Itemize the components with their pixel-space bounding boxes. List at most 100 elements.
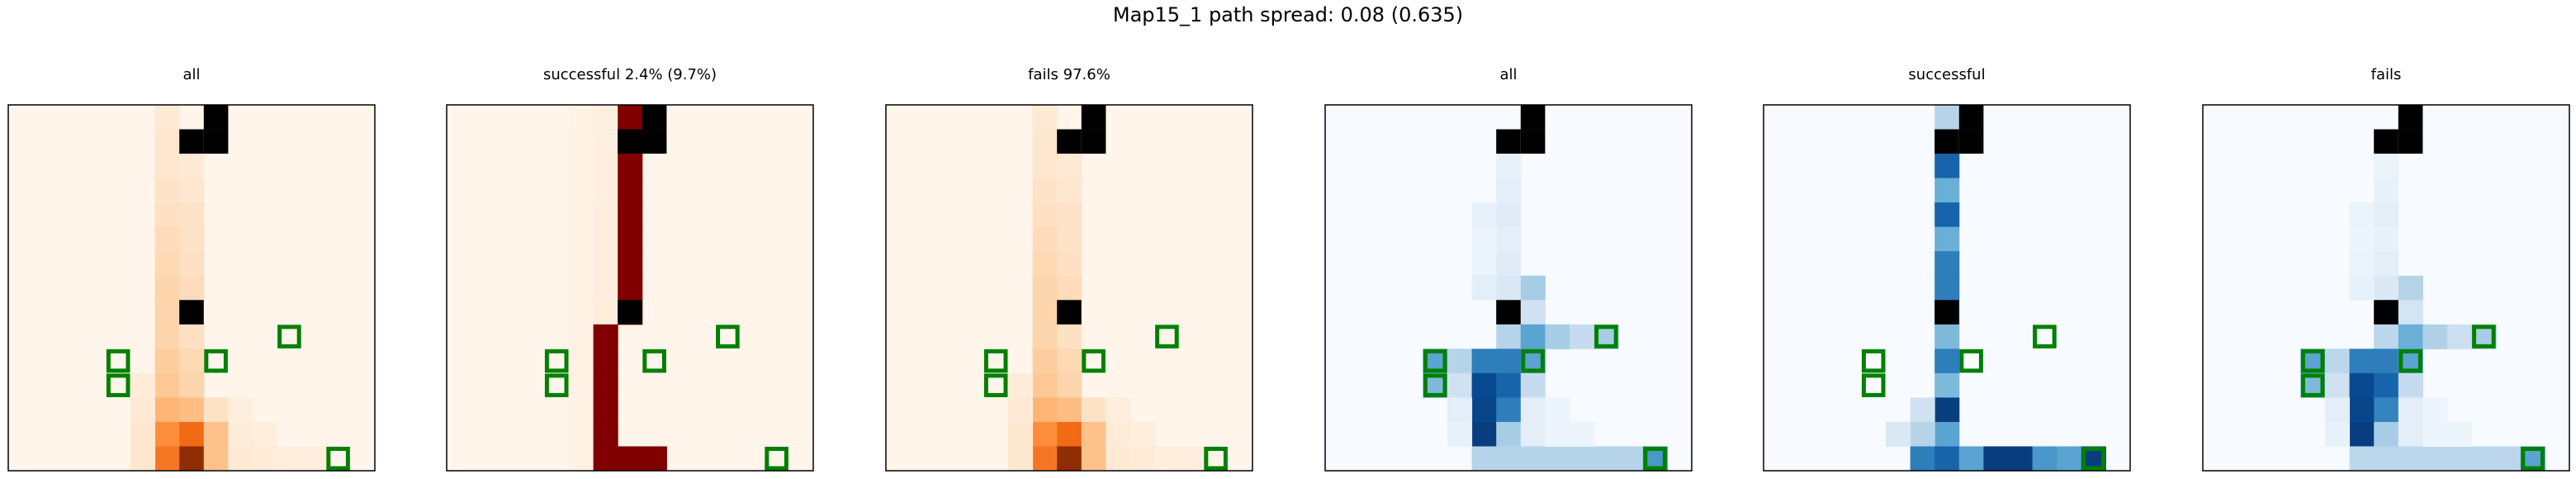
heatmap-cell [154,154,180,179]
heatmap-cell [1081,397,1106,423]
heatmap-cell [1496,372,1522,398]
heatmap-cell [569,397,594,423]
panel-title-4: all [1499,66,1518,83]
heatmap-cell [2398,275,2423,301]
obstacle-cell [1520,129,1546,154]
heatmap-cell [2325,397,2351,423]
heatmap-cell [154,251,180,277]
heatmap-cell [1032,372,1058,398]
heatmap-cell [1471,251,1497,277]
heatmap-cell [569,446,594,472]
goal-marker [2300,373,2325,397]
heatmap-panel-5 [1763,104,2131,472]
heatmap-cell [569,129,594,154]
heatmap-cell [1934,372,1960,398]
goal-marker [1861,373,1886,397]
heatmap-cell [1570,446,1595,472]
heatmap-cell [1106,446,1131,472]
heatmap-cell [1471,202,1497,228]
obstacle-cell [1496,300,1521,325]
heatmap-cell [593,202,618,228]
goal-marker [2300,349,2325,373]
heatmap-panel-2 [446,104,814,472]
heatmap-cell [1934,324,1960,349]
heatmap-cell [1910,421,1935,447]
heatmap-cell [203,397,229,423]
heatmap-cell [1983,446,2009,472]
goal-marker [1594,325,1618,349]
heatmap-cell [2422,421,2448,447]
heatmap-cell [569,154,594,179]
heatmap-cell [1057,372,1082,398]
success-path-cell [593,324,618,349]
heatmap-cell [179,178,205,203]
obstacle-cell [2398,129,2423,154]
heatmap-cell [1496,251,1522,277]
heatmap-cell [569,226,594,252]
heatmap-cell [154,105,180,130]
obstacle-cell [1496,129,1521,154]
heatmap-cell [130,446,156,472]
heatmap-cell [253,446,278,472]
success-path-cell [593,397,618,423]
heatmap-cell [1496,397,1522,423]
goal-marker [642,349,666,373]
heatmap-cell [179,421,205,447]
heatmap-cell [2349,446,2375,472]
heatmap-cell [2349,226,2375,252]
obstacle-cell [1934,129,1959,154]
success-path-cell [618,154,643,179]
goal-marker [326,446,350,471]
obstacle-cell [203,105,229,130]
heatmap-cell [1057,202,1082,228]
heatmap-cell [2374,251,2399,277]
heatmap-cell [1520,446,1546,472]
goal-marker [2033,325,2057,349]
heatmap-cell [1032,154,1058,179]
heatmap-cell [228,397,253,423]
obstacle-cell [179,129,204,154]
panel-frame [446,104,814,472]
heatmap-cell [593,105,618,130]
heatmap-cell [593,300,618,325]
heatmap-cell [277,446,302,472]
heatmap-cell [1008,397,1034,423]
panel-frame [1763,104,2131,472]
heatmap-cell [179,251,205,277]
heatmap-cell [1545,324,1570,349]
heatmap-cell [2008,446,2034,472]
heatmap-cell [228,421,253,447]
obstacle-cell [2398,105,2423,130]
heatmap-cell [154,324,180,349]
heatmap-cell [301,446,327,472]
heatmap-cell [1570,324,1595,349]
obstacle-cell [618,300,642,325]
heatmap-cell [1934,251,1960,277]
heatmap-cell [154,275,180,301]
heatmap-cell [1910,397,1935,423]
goal-marker [544,349,569,373]
heatmap-cell [1008,372,1034,398]
heatmap-cell [2398,372,2423,398]
heatmap-cell [1032,349,1058,374]
goal-marker [1643,446,1667,471]
heatmap-cell [1520,372,1546,398]
heatmap-cell [1032,202,1058,228]
goal-marker [1959,349,1983,373]
goal-marker [106,349,130,373]
heatmap-cell [1934,154,1960,179]
success-path-cell [593,421,618,447]
heatmap-cell [593,154,618,179]
heatmap-cell [1057,421,1082,447]
heatmap-cell [1032,251,1058,277]
heatmap-cell [1057,226,1082,252]
heatmap-cell [1934,226,1960,252]
heatmap-cell [179,202,205,228]
heatmap-cell [1447,349,1473,374]
heatmap-cell [2349,202,2375,228]
heatmap-cell [593,226,618,252]
heatmap-cell [1130,421,1156,447]
heatmap-cell [569,178,594,203]
heatmap-cell [2374,324,2399,349]
